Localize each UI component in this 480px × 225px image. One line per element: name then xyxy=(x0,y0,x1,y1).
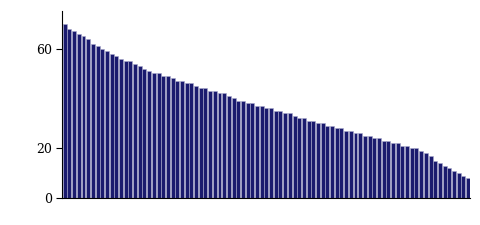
Bar xyxy=(386,141,390,198)
Bar xyxy=(170,79,175,198)
Bar xyxy=(147,71,151,198)
Bar xyxy=(414,148,419,198)
Bar xyxy=(443,166,446,198)
Bar xyxy=(391,143,395,198)
Bar xyxy=(283,113,287,198)
Bar xyxy=(382,141,385,198)
Bar xyxy=(86,39,90,198)
Bar xyxy=(109,54,114,198)
Bar xyxy=(307,121,311,198)
Bar xyxy=(156,74,160,198)
Bar xyxy=(368,136,372,198)
Bar xyxy=(105,51,109,198)
Bar xyxy=(321,123,324,198)
Bar xyxy=(396,143,400,198)
Bar xyxy=(199,88,203,198)
Bar xyxy=(344,131,348,198)
Bar xyxy=(433,161,437,198)
Bar xyxy=(161,76,165,198)
Bar xyxy=(377,138,381,198)
Bar xyxy=(194,86,198,198)
Bar xyxy=(269,108,273,198)
Bar xyxy=(358,133,362,198)
Bar xyxy=(325,126,329,198)
Bar xyxy=(82,36,85,198)
Bar xyxy=(363,136,367,198)
Bar xyxy=(424,153,428,198)
Bar xyxy=(288,113,292,198)
Bar xyxy=(68,29,72,198)
Bar xyxy=(452,171,456,198)
Bar xyxy=(222,93,226,198)
Bar xyxy=(316,123,320,198)
Bar xyxy=(190,83,193,198)
Bar xyxy=(405,146,409,198)
Bar xyxy=(180,81,184,198)
Bar xyxy=(241,101,245,198)
Bar xyxy=(274,111,278,198)
Bar xyxy=(410,148,414,198)
Bar xyxy=(246,103,250,198)
Bar xyxy=(91,44,95,198)
Bar xyxy=(466,178,470,198)
Bar xyxy=(330,126,334,198)
Bar xyxy=(129,61,132,198)
Bar xyxy=(447,168,451,198)
Bar xyxy=(335,128,339,198)
Bar xyxy=(77,34,81,198)
Bar xyxy=(349,131,353,198)
Bar xyxy=(353,133,358,198)
Bar xyxy=(302,118,306,198)
Bar xyxy=(204,88,207,198)
Bar xyxy=(429,156,432,198)
Bar xyxy=(100,49,104,198)
Bar xyxy=(372,138,376,198)
Bar xyxy=(297,118,301,198)
Bar xyxy=(255,106,259,198)
Bar xyxy=(208,91,212,198)
Bar xyxy=(72,31,76,198)
Bar xyxy=(185,83,189,198)
Bar xyxy=(231,98,236,198)
Bar xyxy=(419,151,423,198)
Bar xyxy=(260,106,264,198)
Bar xyxy=(124,61,128,198)
Bar xyxy=(63,24,67,198)
Bar xyxy=(400,146,404,198)
Bar xyxy=(96,46,99,198)
Bar xyxy=(133,63,137,198)
Bar xyxy=(461,176,465,198)
Bar xyxy=(312,121,315,198)
Bar xyxy=(251,103,254,198)
Bar xyxy=(438,163,442,198)
Bar xyxy=(152,74,156,198)
Bar xyxy=(217,93,221,198)
Bar xyxy=(119,58,123,198)
Bar xyxy=(114,56,119,198)
Bar xyxy=(166,76,170,198)
Bar xyxy=(213,91,217,198)
Bar xyxy=(227,96,231,198)
Bar xyxy=(175,81,180,198)
Bar xyxy=(264,108,268,198)
Bar xyxy=(236,101,240,198)
Bar xyxy=(339,128,343,198)
Bar xyxy=(278,111,282,198)
Bar xyxy=(292,116,297,198)
Bar xyxy=(143,69,146,198)
Bar xyxy=(456,173,461,198)
Bar xyxy=(138,66,142,198)
